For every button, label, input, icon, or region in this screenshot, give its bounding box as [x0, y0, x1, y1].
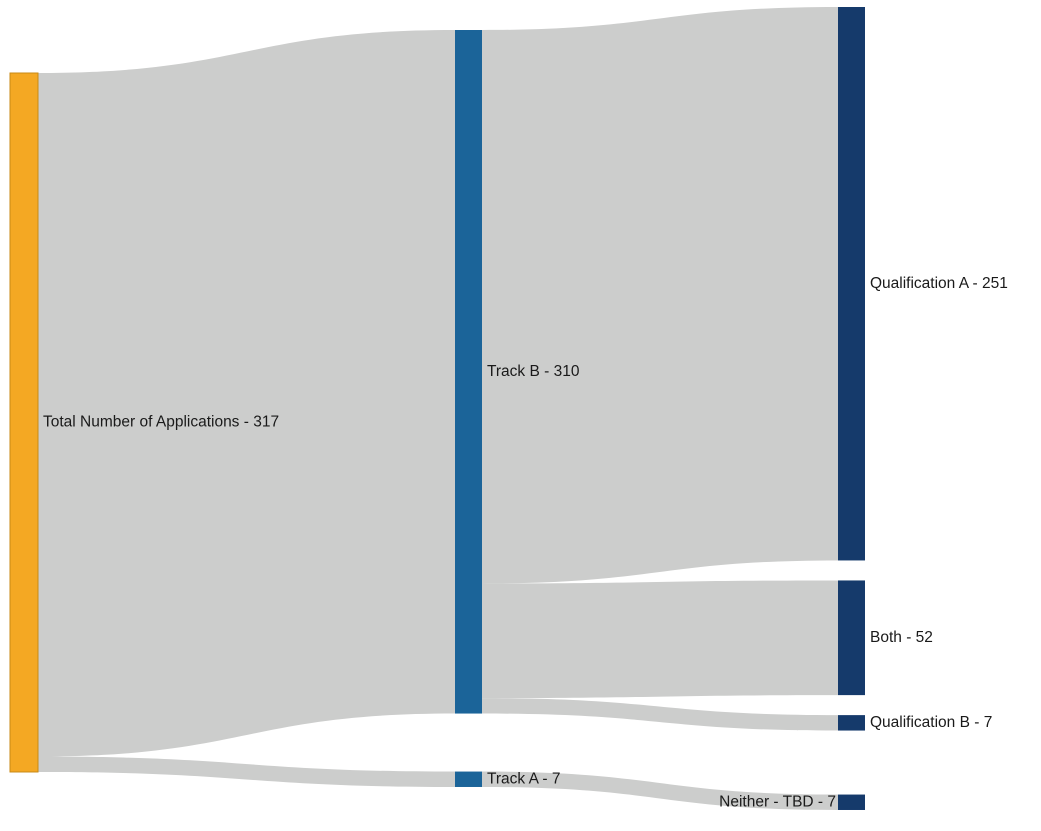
- node-trackB[interactable]: [455, 30, 482, 714]
- node-qualB[interactable]: [838, 715, 865, 731]
- links-layer: [38, 7, 838, 810]
- node-neither[interactable]: [838, 794, 865, 810]
- label-qualA: Qualification A - 251: [870, 275, 1008, 292]
- link-total-to-trackB: [38, 30, 455, 757]
- label-both: Both - 52: [870, 629, 933, 646]
- label-total: Total Number of Applications - 317: [43, 414, 279, 431]
- node-both[interactable]: [838, 580, 865, 696]
- label-trackB: Track B - 310: [487, 363, 580, 380]
- node-trackA[interactable]: [455, 771, 482, 787]
- labels-layer: Total Number of Applications - 317 Track …: [43, 275, 1008, 811]
- node-total[interactable]: [9, 72, 39, 773]
- label-neither: Neither - TBD - 7: [719, 793, 836, 810]
- label-qualB: Qualification B - 7: [870, 714, 992, 731]
- nodes-layer: [9, 7, 865, 810]
- link-total-to-trackA: [38, 756, 455, 787]
- link-trackB-to-both: [482, 580, 838, 699]
- node-qualA[interactable]: [838, 7, 865, 561]
- link-trackA-to-neither: [482, 771, 838, 810]
- link-trackB-to-qualB: [482, 698, 838, 731]
- link-trackB-to-qualA: [482, 7, 838, 584]
- label-trackA: Track A - 7: [487, 770, 561, 787]
